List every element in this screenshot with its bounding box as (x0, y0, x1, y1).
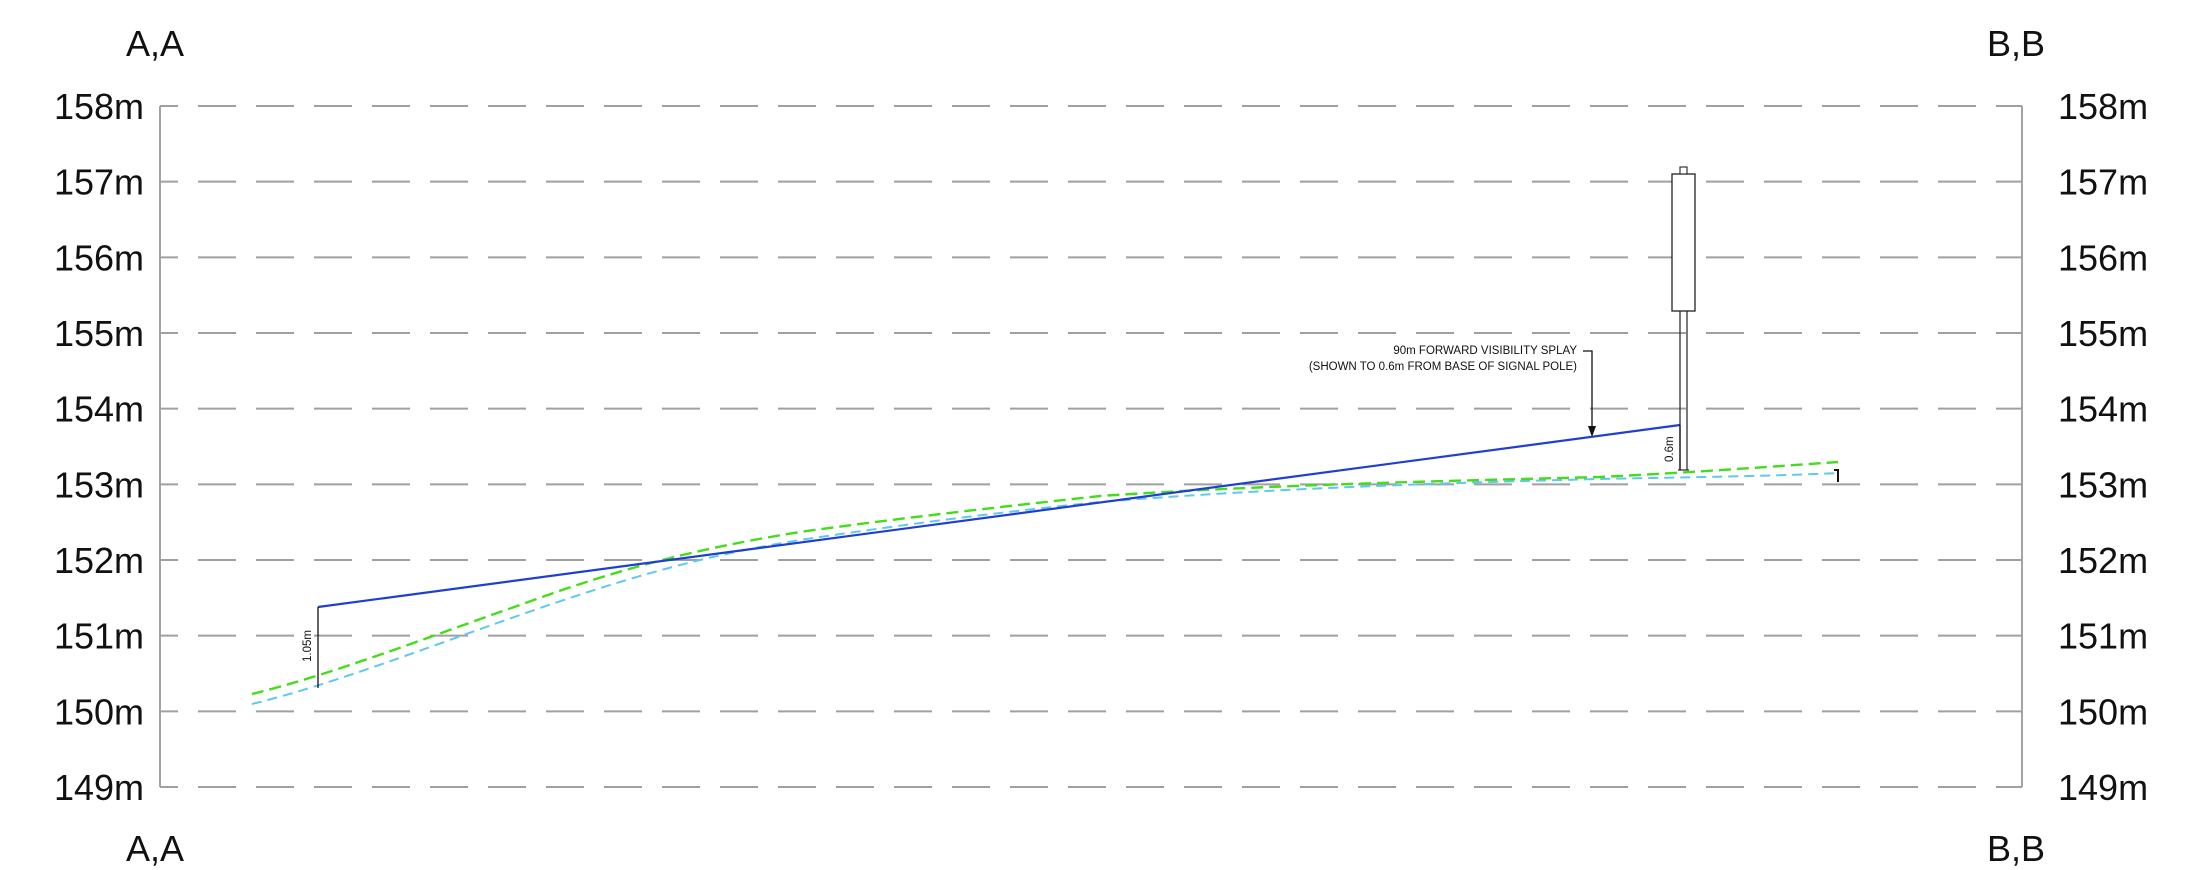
visibility-splay-line (317, 423, 1681, 609)
level-label-right: 156m (2058, 237, 2148, 278)
section-marker-top-left: A,A (126, 23, 184, 64)
proposed-ground-line (251, 460, 1839, 696)
level-label-left: 158m (54, 86, 144, 127)
level-label-left: 149m (54, 767, 144, 808)
end-tick-mark (1834, 469, 1839, 482)
level-label-right: 153m (2058, 464, 2148, 505)
dimension-right-label: 0.6m (1664, 436, 1676, 462)
level-label-right: 154m (2058, 389, 2148, 430)
level-grid (160, 105, 2022, 788)
level-label-right: 152m (2058, 540, 2148, 581)
level-label-right: 149m (2058, 767, 2148, 808)
signal-head (1671, 173, 1696, 312)
level-labels-left: 158m 157m 156m 155m 154m 153m 152m 151m 150m 149m (54, 86, 144, 808)
level-label-left: 152m (54, 540, 144, 581)
level-label-right: 151m (2058, 616, 2148, 657)
level-label-left: 153m (54, 464, 144, 505)
level-labels-right: 158m 157m 156m 155m 154m 153m 152m 151m 150m 149m (2058, 86, 2148, 808)
level-label-left: 150m (54, 691, 144, 732)
annotation-leader (1583, 350, 1593, 432)
annotation-arrowhead (1588, 426, 1596, 437)
level-label-left: 151m (54, 616, 144, 657)
section-marker-top-right: B,B (1987, 23, 2045, 64)
level-label-left: 157m (54, 162, 144, 203)
level-label-right: 150m (2058, 691, 2148, 732)
level-label-left: 155m (54, 313, 144, 354)
annotation-line-2: (SHOWN TO 0.6m FROM BASE OF SIGNAL POLE) (1309, 361, 1577, 373)
section-marker-bottom-left: A,A (126, 828, 184, 869)
annotation-line-1: 90m FORWARD VISIBILITY SPLAY (1393, 345, 1577, 357)
section-marker-bottom-right: B,B (1987, 828, 2045, 869)
level-label-right: 155m (2058, 313, 2148, 354)
dimension-left-label: 1.05m (302, 630, 314, 662)
level-label-right: 157m (2058, 162, 2148, 203)
existing-ground-line (251, 472, 1839, 705)
level-label-left: 156m (54, 237, 144, 278)
signal-cap (1679, 166, 1688, 175)
level-label-right: 158m (2058, 86, 2148, 127)
level-label-left: 154m (54, 389, 144, 430)
